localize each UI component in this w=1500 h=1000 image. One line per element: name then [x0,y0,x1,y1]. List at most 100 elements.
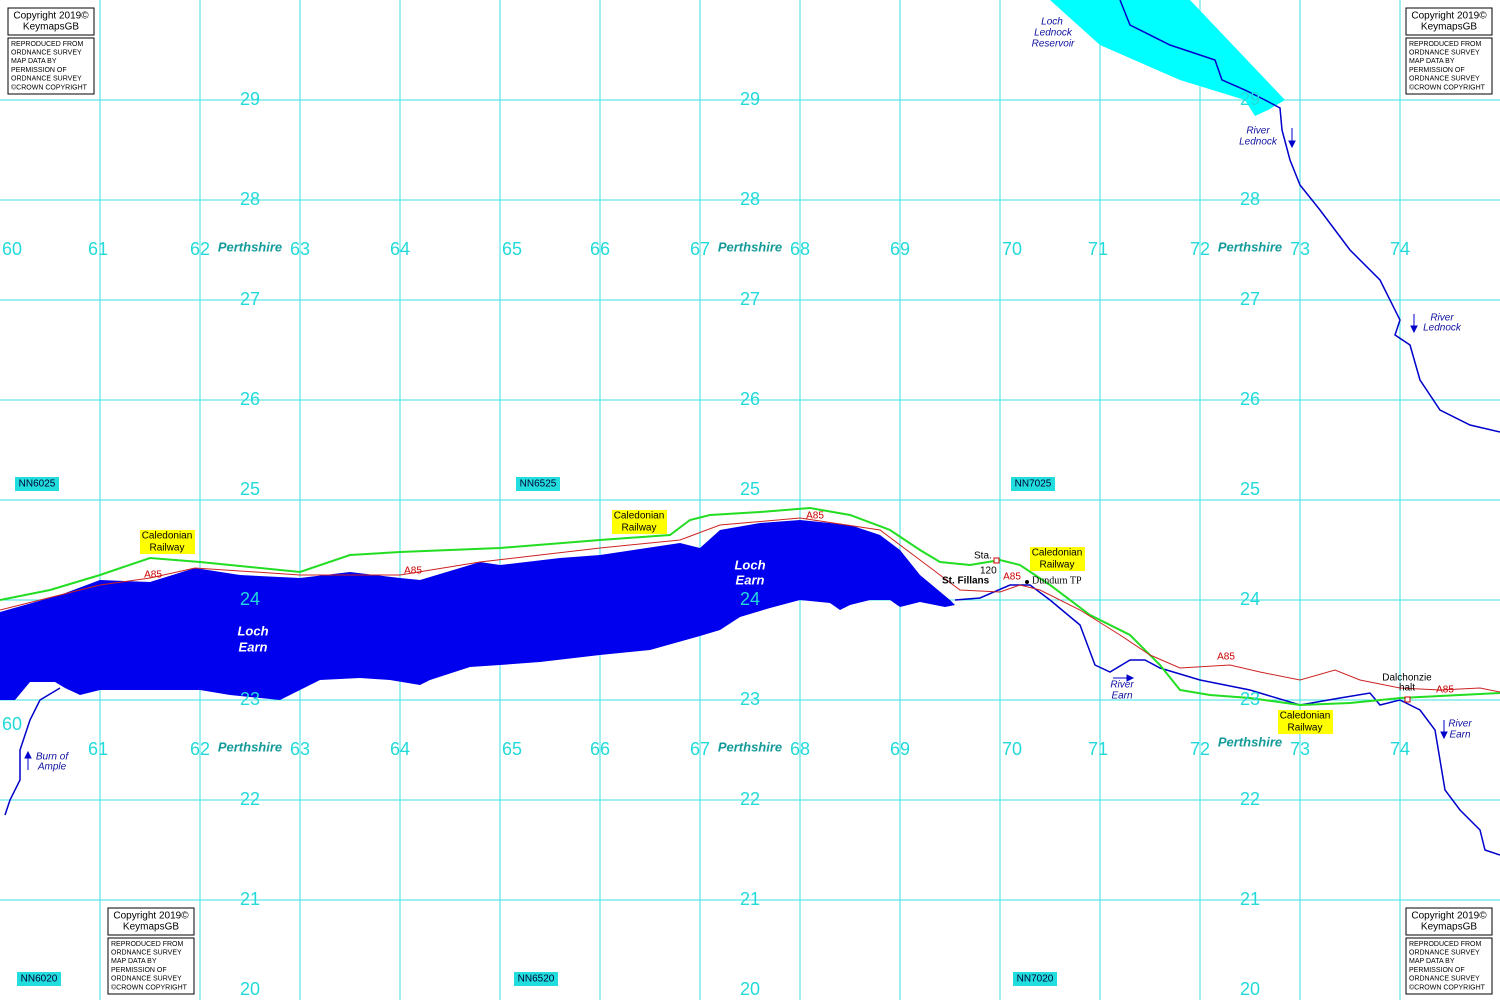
easting-label: 62 [190,739,210,759]
notice-box [7,37,95,95]
road-label: A85 [1436,685,1454,696]
copyright-publisher: KeymapsGB [1421,22,1477,33]
road-label: A85 [806,511,824,522]
notice-line: MAP DATA BY [1409,58,1455,65]
notice-line: ©CROWN COPYRIGHT [111,983,188,991]
northing-label: 22 [1240,789,1260,809]
northing-label: 25 [240,479,260,499]
road-label: A85 [144,570,162,581]
square-box [514,972,558,986]
county-label: Perthshire [1218,734,1282,749]
railway-label: Caledonian [614,511,665,522]
road-a85 [0,517,1500,693]
notice-box [1405,37,1493,95]
easting-label: 60 [2,714,22,734]
river-lednock [1119,0,1500,433]
northing-label: 28 [1240,189,1260,209]
station-label: Sta. [974,551,992,562]
river-label: Lednock [1239,137,1278,148]
northing-label: 23 [240,689,260,709]
easting-label: 71 [1088,739,1108,759]
county-label: Perthshire [218,239,282,254]
village-label: St. Fillans [942,576,990,587]
easting-label: 61 [88,739,108,759]
site-marker [1025,580,1029,584]
notice-line: PERMISSION OF [11,67,67,74]
notice-line: REPRODUCED FROM [111,941,184,948]
railway-labels: Caledonian Railway Caledonian Railway Ca… [140,510,1333,734]
county-label: Perthshire [718,739,782,754]
easting-label: 70 [1002,739,1022,759]
northing-label: 27 [740,289,760,309]
northing-label: 27 [1240,289,1260,309]
easting-label: 64 [390,239,410,259]
northing-label: 23 [740,689,760,709]
easting-label: 73 [1290,239,1310,259]
northing-label: 24 [240,589,260,609]
notice-line: ©CROWN COPYRIGHT [11,83,88,91]
easting-label: 72 [1190,239,1210,259]
notice-line: REPRODUCED FROM [11,41,84,48]
easting-label: 61 [88,239,108,259]
easting-label: 62 [190,239,210,259]
square-label: NN7020 [1017,974,1054,985]
easting-label: 67 [690,239,710,259]
northing-label: 26 [1240,389,1260,409]
northing-label: 26 [240,389,260,409]
road-label: A85 [1217,652,1235,663]
reservoir [1050,0,1285,116]
easting-label: 71 [1088,239,1108,259]
northing-label: 21 [740,889,760,909]
reservoir-label: Lednock [1034,28,1073,39]
northing-label: 20 [240,979,260,999]
notice-line: REPRODUCED FROM [1409,41,1482,48]
easting-label: 68 [790,239,810,259]
northing-label: 21 [1240,889,1260,909]
easting-label: 74 [1390,239,1410,259]
river-label: River [1448,719,1472,730]
easting-label: 67 [690,739,710,759]
easting-label: 66 [590,239,610,259]
notice-line: ORDNANCE SURVEY [11,50,82,57]
easting-label: 73 [1290,739,1310,759]
copyright-box [1405,907,1493,936]
northing-label: 25 [740,479,760,499]
copyright-publisher: KeymapsGB [123,922,179,933]
copyright-title: Copyright 2019© [1411,911,1487,922]
railway [0,506,1500,707]
flow-arrows [24,128,1448,770]
notice-line: PERMISSION OF [111,967,167,974]
copyright-title: Copyright 2019© [13,11,89,22]
halt-label: Dalchonzie [1382,673,1432,684]
copyright-publisher: KeymapsGB [23,22,79,33]
notice-line: MAP DATA BY [1409,958,1455,965]
river-label: River [1246,126,1270,137]
railway-label: Railway [149,543,184,554]
notice-line: MAP DATA BY [11,58,57,65]
copyright-title: Copyright 2019© [1411,11,1487,22]
northing-label: 27 [240,289,260,309]
river-label: River [1110,680,1134,691]
notice-line: ORDNANCE SURVEY [1409,950,1480,957]
reservoir-label: Loch [1041,17,1063,28]
northing-label: 26 [740,389,760,409]
railway-label: Railway [1039,560,1074,571]
halt-label: halt [1399,683,1415,694]
northing-label: 29 [740,89,760,109]
county-label: Perthshire [718,239,782,254]
river-label: Earn [1449,730,1471,741]
station-marker [993,557,1000,564]
northing-label: 28 [740,189,760,209]
notice-line: ©CROWN COPYRIGHT [1409,983,1486,991]
northing-label: 20 [1240,979,1260,999]
halt-marker [1404,696,1411,703]
square-label: NN6520 [518,974,555,985]
notice-line: ORDNANCE SURVEY [111,950,182,957]
notice-box [107,937,195,995]
county-label: Perthshire [218,739,282,754]
river-label: Ample [37,762,67,773]
river-earn [954,584,1500,856]
northing-label: 29 [240,89,260,109]
